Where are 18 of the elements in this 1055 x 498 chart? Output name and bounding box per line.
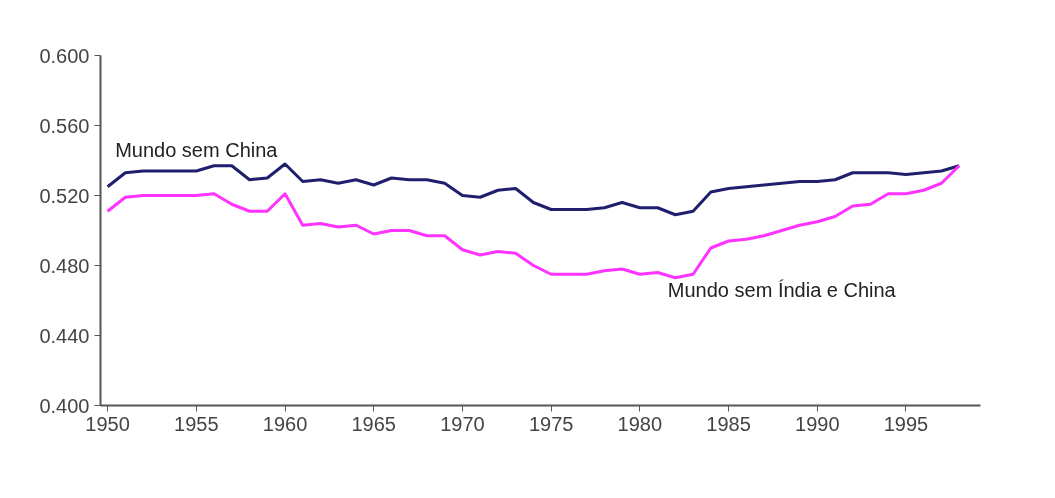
series-label: Mundo sem China: [115, 138, 279, 161]
line-series: [106, 162, 961, 217]
x-tick-label: 1955: [174, 412, 219, 435]
x-tick-label: 1960: [262, 412, 308, 435]
x-tick-label: 1990: [795, 412, 840, 435]
y-tick-label: 0.600: [39, 44, 90, 67]
y-tick-label: 0.560: [39, 114, 90, 137]
line-series: [106, 164, 961, 280]
x-tick-label: 1970: [440, 412, 485, 435]
series-label: Mundo sem Índia e China: [667, 278, 897, 301]
x-tick-label: 1975: [528, 412, 574, 435]
y-tick-label: 0.480: [39, 254, 90, 277]
x-tick-label: 1985: [706, 412, 751, 435]
y-tick-label: 0.440: [39, 324, 90, 347]
x-tick-label: 1980: [617, 412, 663, 435]
y-tick-label: 0.520: [39, 184, 90, 207]
x-tick-label: 1995: [883, 412, 929, 435]
x-tick-label: 1965: [351, 412, 396, 435]
